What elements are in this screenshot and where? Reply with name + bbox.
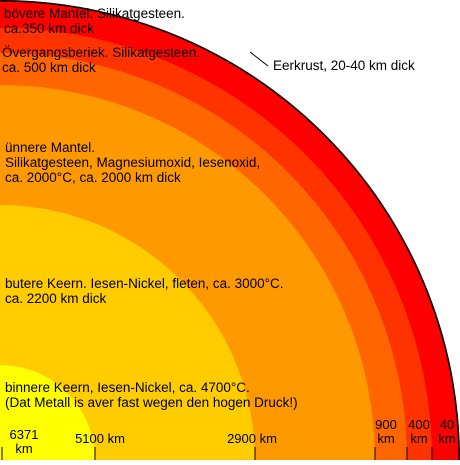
depth-tick-900-line2: km [377,431,395,446]
crust-leader-line [249,51,269,67]
depth-tick-400-line1: 400 [408,417,430,432]
depth-tick-6371-line1: 6371 [9,427,39,442]
crust-label-text: Eerkrust, 20-40 km dick [273,58,415,73]
inner-core-label-line2: (Dat Metall is aver fast wegen den hogen… [5,395,298,410]
upper-mantle-label-line2: ca.350 km dick [4,21,95,36]
outer-core-label-line2: ca. 2200 km dick [5,291,107,306]
upper-mantle-label: bövere Mantel. Silikatgesteen. ca.350 km… [4,6,185,36]
transition-zone-label-line1: Övergangsberiek. Silikatgesteen. [2,45,201,60]
lower-mantle-label-line3: ca. 2000°C, ca. 2000 km dick [5,170,181,185]
upper-mantle-label-line1: bövere Mantel. Silikatgesteen. [4,6,185,21]
transition-zone-label: Övergangsberiek. Silikatgesteen. ca. 500… [2,45,200,75]
transition-zone-label-line2: ca. 500 km dick [2,60,96,75]
depth-tick-40-line1: 40 [439,417,455,432]
depth-tick-6371: 6371 km [4,428,44,456]
lower-mantle-label-line2: Silikatgesteen, Magnesiumoxid, Iesenoxid… [5,155,261,170]
inner-core-label: binnere Keern, Iesen-Nickel, ca. 4700°C.… [5,380,298,410]
inner-core-label-line1: binnere Keern, Iesen-Nickel, ca. 4700°C. [5,380,250,395]
depth-tick-6371-line2: km [15,441,33,456]
depth-tick-900-line1: 900 [375,417,397,432]
depth-tick-900: 900 km [368,418,404,446]
depth-tick-400: 400 km [403,418,435,446]
depth-tick-5100-line1: 5100 km [75,431,125,446]
depth-tick-2900: 2900 km [216,432,288,446]
depth-tick-400-line2: km [410,431,428,446]
depth-tick-2900-line1: 2900 km [227,431,277,446]
depth-tick-40-line2: km [438,431,456,446]
depth-tick-5100: 5100 km [64,432,136,446]
outer-core-label: butere Keern. Iesen-Nickel, fleten, ca. … [5,276,284,306]
lower-mantle-label: ünnere Mantel. Silikatgesteen, Magnesium… [5,140,260,185]
crust-label: Eerkrust, 20-40 km dick [273,58,415,73]
depth-tick-40: 40 km [433,418,460,446]
lower-mantle-label-line1: ünnere Mantel. [5,140,96,155]
outer-core-label-line1: butere Keern. Iesen-Nickel, fleten, ca. … [5,276,284,291]
inner-core-layer [0,365,95,460]
